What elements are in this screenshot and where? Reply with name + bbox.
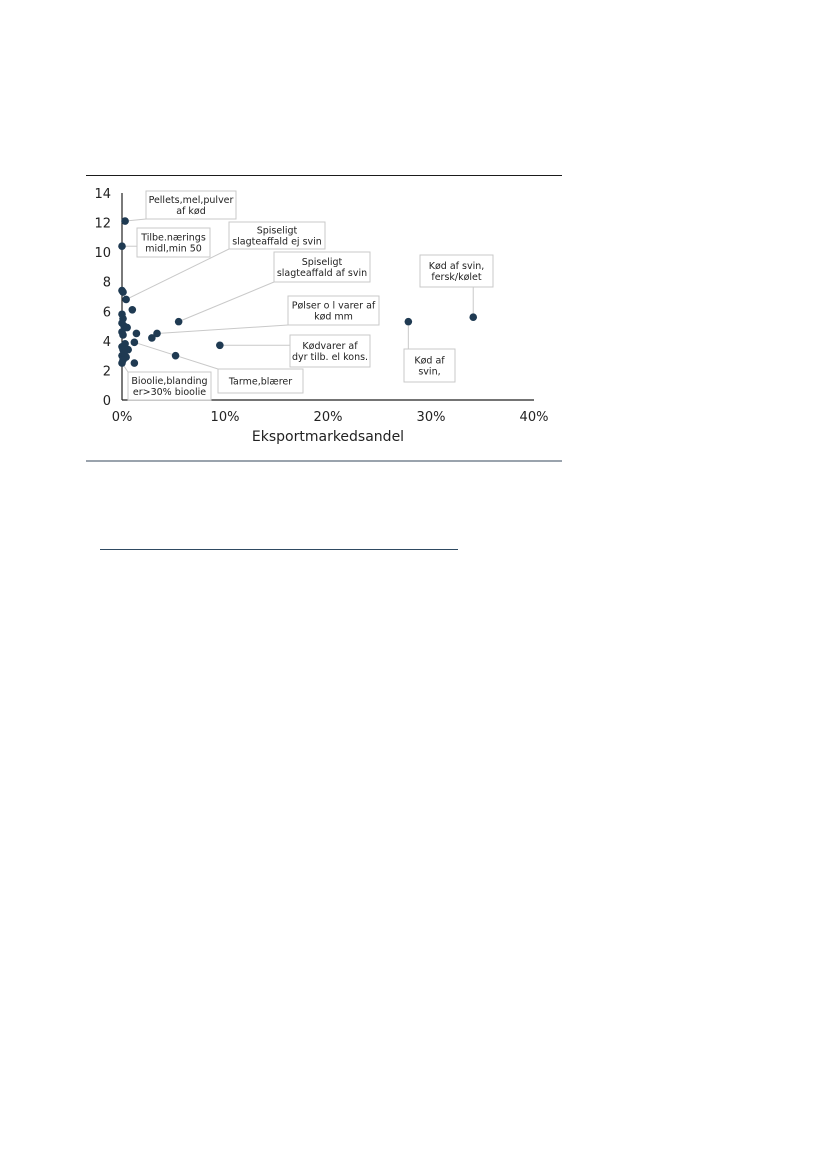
y-tick-label: 14: [94, 187, 111, 202]
data-point: [216, 341, 224, 350]
annotation-label: Pølser o l varer af: [292, 301, 376, 312]
scatter-chart: 0 2 4 6 8 10 12 14 0% 10% 20% 30% 40% Pellets,mel,pu…: [94, 187, 548, 445]
annotation-label: dyr tilb. el kons.: [292, 352, 368, 363]
annotation-box: [145, 190, 237, 220]
annotation-box: [403, 348, 456, 383]
data-point: [118, 242, 126, 251]
annotation-leader-line: [156, 324, 289, 334]
annotation-box: [287, 295, 380, 326]
data-point: [128, 306, 137, 314]
data-point: [121, 217, 129, 225]
annotation-box: [228, 221, 326, 250]
annotation-label: Spiseligt: [302, 257, 343, 268]
annotation-label: svin,: [418, 367, 440, 378]
x-tick-label: 20%: [314, 410, 343, 425]
data-point: [130, 338, 139, 347]
annotation-box: [289, 334, 371, 368]
data-point: [119, 288, 127, 296]
annotation-box: [136, 227, 211, 258]
figure-top-rule: [86, 175, 562, 176]
data-points: [118, 217, 478, 367]
x-tick-label: 30%: [417, 410, 446, 425]
data-point: [130, 359, 139, 367]
data-point: [123, 323, 131, 332]
y-tick-label: 2: [103, 364, 111, 379]
data-point: [469, 313, 478, 322]
annotation-label: Kød af svin,: [429, 261, 485, 272]
annotation-label: af kød: [176, 206, 206, 217]
y-tick-label: 0: [103, 394, 111, 409]
data-point: [171, 351, 180, 360]
annotation-label: Spiseligt: [257, 226, 298, 237]
figure-bottom-rule: [86, 460, 562, 462]
x-axis-label: Eksportmarkedsandel: [252, 429, 404, 445]
annotation-label: slagteaffald ej svin: [232, 237, 322, 248]
data-point: [404, 317, 413, 326]
data-point: [118, 359, 126, 367]
y-tick-label: 12: [94, 217, 111, 232]
annotation-leader-line: [178, 281, 275, 323]
y-tick-label: 8: [103, 276, 111, 291]
data-point: [153, 329, 161, 338]
chart-axes: 0 2 4 6 8 10 12 14 0% 10% 20% 30% 40%: [94, 187, 548, 425]
x-tick-label: 10%: [211, 410, 240, 425]
annotation-label: Bioolie,blanding: [131, 376, 207, 387]
data-point: [122, 295, 130, 304]
annotation-label: er>30% bioolie: [133, 387, 206, 398]
annotation-box: [273, 251, 371, 283]
annotation-label: Tilbe.nærings: [140, 233, 206, 244]
data-point: [132, 329, 141, 338]
annotation-label: midl,min 50: [145, 244, 202, 255]
annotation-label: kød mm: [314, 312, 353, 323]
annotation-label: Tarme,blærer: [228, 377, 292, 388]
y-tick-label: 6: [103, 305, 111, 320]
data-point: [119, 331, 127, 339]
data-point: [148, 334, 156, 342]
annotation-box: [419, 254, 494, 288]
annotation-label: slagteaffald af svin: [277, 268, 367, 279]
x-tick-label: 0%: [112, 410, 133, 425]
annotation-label: fersk/kølet: [431, 272, 482, 283]
annotation-box: [217, 368, 304, 394]
y-tick-label: 4: [103, 335, 111, 350]
annotation-label: Pellets,mel,pulver: [149, 195, 234, 206]
annotation-box: [127, 371, 212, 401]
annotation-label: Kødvarer af: [302, 341, 358, 352]
annotation-label: Kød af: [414, 356, 445, 367]
annotation-leader-line: [125, 248, 230, 300]
x-tick-label: 40%: [520, 410, 549, 425]
y-tick-label: 10: [94, 246, 111, 261]
link-underline: [100, 549, 458, 550]
data-point: [174, 317, 183, 326]
